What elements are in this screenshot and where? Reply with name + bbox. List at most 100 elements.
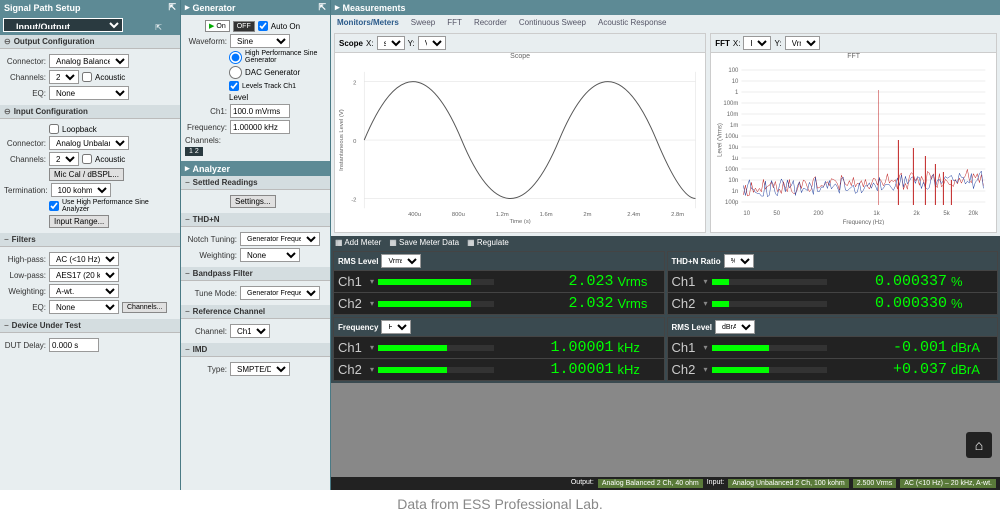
tab-recorder[interactable]: Recorder	[468, 15, 513, 30]
settled-settings-button[interactable]: Settings...	[230, 195, 276, 208]
measurements-panel: ▸Measurements Monitors/Meters Sweep FFT …	[330, 0, 1000, 490]
imd-type-select[interactable]: SMPTE/DIN	[230, 362, 290, 376]
expand-icon[interactable]: ⇱	[155, 23, 162, 32]
app-window: Signal Path Setup ⇱ Input/Output ⇱ ⊖Outp…	[0, 0, 1000, 490]
svg-text:10m: 10m	[727, 112, 739, 118]
svg-text:2m: 2m	[583, 212, 591, 218]
svg-text:1.6m: 1.6m	[540, 212, 553, 218]
output-channels[interactable]: 2	[49, 70, 79, 84]
gen-ch-indicator: 1 2	[185, 147, 203, 156]
rms-unit-select[interactable]: Vrms	[381, 254, 421, 268]
svg-text:Time (s): Time (s)	[510, 219, 531, 225]
svg-text:10: 10	[744, 211, 751, 217]
input-range-button[interactable]: Input Range...	[49, 215, 109, 228]
svg-text:1k: 1k	[874, 211, 881, 217]
regulate-button[interactable]: ▦ Regulate	[467, 238, 509, 247]
tab-sweep[interactable]: Sweep	[405, 15, 441, 30]
tab-fft[interactable]: FFT	[441, 15, 468, 30]
svg-text:10: 10	[732, 79, 739, 85]
svg-text:2: 2	[353, 81, 356, 87]
refch-select[interactable]: Ch1	[230, 324, 270, 338]
waveform-select[interactable]: Sine	[230, 34, 290, 48]
rms2-unit-select[interactable]: dBrA	[715, 320, 755, 334]
svg-text:1.2m: 1.2m	[496, 212, 509, 218]
settled-header: −Settled Readings	[181, 176, 330, 190]
scope-y-unit[interactable]: V	[418, 36, 446, 50]
measurements-tabs: Monitors/Meters Sweep FFT Recorder Conti…	[331, 15, 1000, 30]
output-config-header: ⊖Output Configuration	[0, 35, 180, 49]
svg-text:0: 0	[353, 139, 357, 145]
tune-mode-select[interactable]: Generator Frequency	[240, 286, 320, 300]
filter-channels-button[interactable]: Channels...	[122, 302, 167, 313]
rms2-meter: RMS LeveldBrA Ch1▾-0.001dBrA Ch2▾+0.037d…	[667, 317, 999, 381]
svg-text:20k: 20k	[969, 211, 980, 217]
home-icon[interactable]: ⌂	[966, 432, 992, 458]
io-dropdown[interactable]: Input/Output	[3, 18, 123, 32]
add-meter-button[interactable]: ▦ Add Meter	[335, 238, 381, 247]
generator-title: ▸Generator⇱	[181, 0, 330, 15]
filter-eq-select[interactable]: None	[49, 300, 119, 314]
dac-radio[interactable]	[229, 66, 242, 79]
output-connector[interactable]: Analog Balanced	[49, 54, 129, 68]
notch-select[interactable]: Generator Frequency	[240, 232, 320, 246]
generator-on-button[interactable]: ▶On	[205, 20, 230, 32]
tab-monitors[interactable]: Monitors/Meters	[331, 15, 405, 30]
thdn-weighting-select[interactable]: None	[240, 248, 300, 262]
fft-chart: FFT X:Hz Y:Vrms FFT 100 10 1 100m 10m 1m…	[710, 33, 997, 233]
ch1-level-input[interactable]	[230, 104, 290, 118]
fft-title: FFT	[715, 39, 730, 48]
dut-delay-input[interactable]	[49, 338, 99, 352]
imd-header: −IMD	[181, 343, 330, 357]
bandpass-header: −Bandpass Filter	[181, 267, 330, 281]
freq-input[interactable]	[230, 120, 290, 134]
svg-text:1u: 1u	[732, 156, 739, 162]
tab-contsweep[interactable]: Continuous Sweep	[513, 15, 592, 30]
svg-text:100: 100	[729, 68, 740, 74]
input-connector[interactable]: Analog Unbalanced	[49, 136, 129, 150]
thdn-unit-select[interactable]: %	[724, 254, 754, 268]
hpsg-radio[interactable]	[229, 51, 242, 64]
svg-text:100u: 100u	[725, 134, 738, 140]
output-acoustic-check[interactable]	[82, 72, 92, 82]
hpsa-label: Use High Performance Sine Analyzer	[62, 199, 176, 213]
signal-path-panel: Signal Path Setup ⇱ Input/Output ⇱ ⊖Outp…	[0, 0, 180, 490]
svg-text:-2: -2	[351, 197, 356, 203]
input-channels[interactable]: 2	[49, 152, 79, 166]
fft-x-unit[interactable]: Hz	[743, 36, 771, 50]
svg-text:100p: 100p	[725, 200, 739, 206]
svg-text:Frequency (Hz): Frequency (Hz)	[843, 220, 884, 225]
svg-text:2.4m: 2.4m	[627, 212, 640, 218]
weighting-select[interactable]: A-wt.	[49, 284, 119, 298]
save-meter-button[interactable]: ▦ Save Meter Data	[389, 238, 459, 247]
input-acoustic-check[interactable]	[82, 154, 92, 164]
status-level: 2.500 Vrms	[853, 479, 897, 488]
svg-text:5k: 5k	[944, 211, 951, 217]
loopback-check[interactable]	[49, 124, 59, 134]
svg-text:50: 50	[774, 211, 781, 217]
freq-unit-select[interactable]: Hz	[381, 320, 411, 334]
svg-text:2k: 2k	[914, 211, 921, 217]
generator-off-button[interactable]: OFF	[233, 21, 255, 32]
scope-x-unit[interactable]: s	[377, 36, 405, 50]
fft-y-unit[interactable]: Vrms	[785, 36, 820, 50]
thdn-meter: THD+N Ratio% Ch1▾0.000337% Ch2▾0.000330%	[667, 251, 999, 315]
auto-on-check[interactable]	[258, 21, 268, 31]
loopback-label: Loopback	[62, 125, 97, 134]
freq-meter: FrequencyHz Ch1▾1.00001kHz Ch2▾1.00001kH…	[333, 317, 665, 381]
output-eq[interactable]: None	[49, 86, 129, 100]
svg-text:800u: 800u	[452, 212, 465, 218]
input-config-header: ⊖Input Configuration	[0, 105, 180, 119]
svg-text:10u: 10u	[729, 145, 739, 151]
miccal-button[interactable]: Mic Cal / dBSPL...	[49, 168, 124, 181]
lowpass-select[interactable]: AES17 (20 kHz)	[49, 268, 119, 282]
tab-acoustic[interactable]: Acoustic Response	[592, 15, 672, 30]
fft-svg: 100 10 1 100m 10m 1m 100u 10u 1u 100n 10…	[711, 60, 996, 225]
termination-select[interactable]: 100 kohm	[51, 183, 111, 197]
eq-label: EQ:	[4, 89, 46, 98]
svg-text:1: 1	[735, 90, 739, 96]
highpass-select[interactable]: AC (<10 Hz)	[49, 252, 119, 266]
track-check[interactable]	[229, 81, 239, 91]
hpsa-check[interactable]	[49, 201, 59, 211]
svg-text:Instantaneous Level (V): Instantaneous Level (V)	[339, 109, 345, 171]
scope-svg: 2 0 -2 400u 800u 1.2m 1.6m 2m 2.4m 2.8m …	[335, 60, 705, 225]
